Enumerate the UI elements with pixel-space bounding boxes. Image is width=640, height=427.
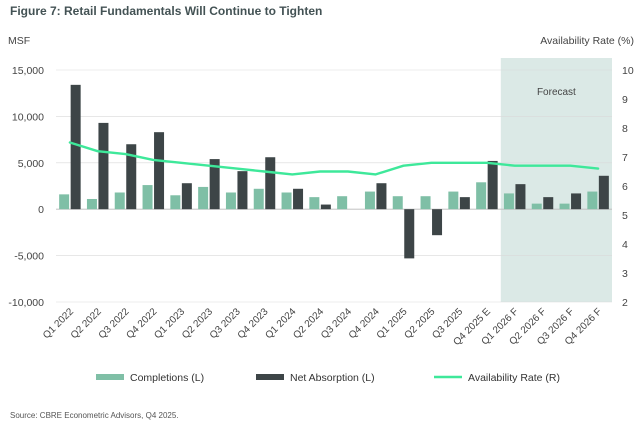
completions-bar [448,191,459,210]
completions-bar [476,182,487,210]
y-right-tick-label: 5 [622,210,628,222]
forecast-label: Forecast [537,87,576,98]
completions-bar [253,188,264,210]
completions-bar [531,203,542,210]
legend-swatch-net-absorption [256,374,284,380]
completions-bar [198,186,209,210]
legend-label-completions: Completions (L) [130,372,204,384]
net-absorption-bar [237,171,248,210]
net-absorption-bar [571,193,582,210]
net-absorption-bar [265,157,276,210]
legend-swatch-completions [96,374,124,380]
y-left-tick-label: -5,000 [14,251,44,263]
net-absorption-bar [432,209,443,236]
y-right-tick-label: 8 [622,123,628,135]
y-left-tick-label: 0 [38,204,44,216]
net-absorption-bar [126,144,137,210]
net-absorption-bar [320,204,331,210]
completions-bar [114,192,125,210]
y-left-tick-label: -10,000 [8,297,44,309]
net-absorption-bar [154,132,165,210]
y-right-tick-label: 3 [622,268,628,280]
y-right-tick-label: 10 [622,65,634,77]
source-note: Source: CBRE Econometric Advisors, Q4 20… [10,411,179,420]
net-absorption-bar [181,183,192,210]
completions-bar [86,198,97,210]
net-absorption-bar [70,84,81,210]
net-absorption-bar [293,188,304,210]
completions-bar [503,193,514,210]
completions-bar [281,192,292,210]
y-right-tick-label: 7 [622,152,628,164]
y-right-axis-title: Availability Rate (%) [540,35,634,47]
completions-bar [587,191,598,210]
completions-bar [309,197,320,210]
completions-bar [420,196,431,210]
y-left-tick-label: 15,000 [12,65,44,77]
legend-label-availability: Availability Rate (R) [468,372,560,384]
y-left-tick-label: 5,000 [18,158,44,170]
y-right-tick-label: 2 [622,297,628,309]
net-absorption-bar [209,159,220,210]
net-absorption-bar [404,209,415,259]
net-absorption-bar [376,183,387,210]
y-left-axis-title: MSF [8,35,30,47]
net-absorption-bar [598,175,609,210]
completions-bar [225,192,236,210]
y-right-tick-label: 6 [622,181,628,193]
legend-label-net-absorption: Net Absorption (L) [290,372,375,384]
completions-bar [559,203,570,210]
completions-bar [59,194,70,210]
y-right-tick-label: 4 [622,239,628,251]
net-absorption-bar [543,197,554,210]
net-absorption-bar [515,184,526,210]
completions-bar [170,195,181,210]
completions-bar [337,196,348,210]
forecast-band [500,58,612,302]
completions-bar [364,191,375,210]
completions-bar [392,196,403,210]
net-absorption-bar [459,197,470,210]
figure-title: Figure 7: Retail Fundamentals Will Conti… [10,4,323,18]
y-right-tick-label: 9 [622,94,628,106]
net-absorption-bar [487,160,498,210]
net-absorption-bar [98,122,109,210]
completions-bar [142,185,153,210]
y-left-tick-label: 10,000 [12,111,44,123]
availability-rate-line [68,141,600,176]
